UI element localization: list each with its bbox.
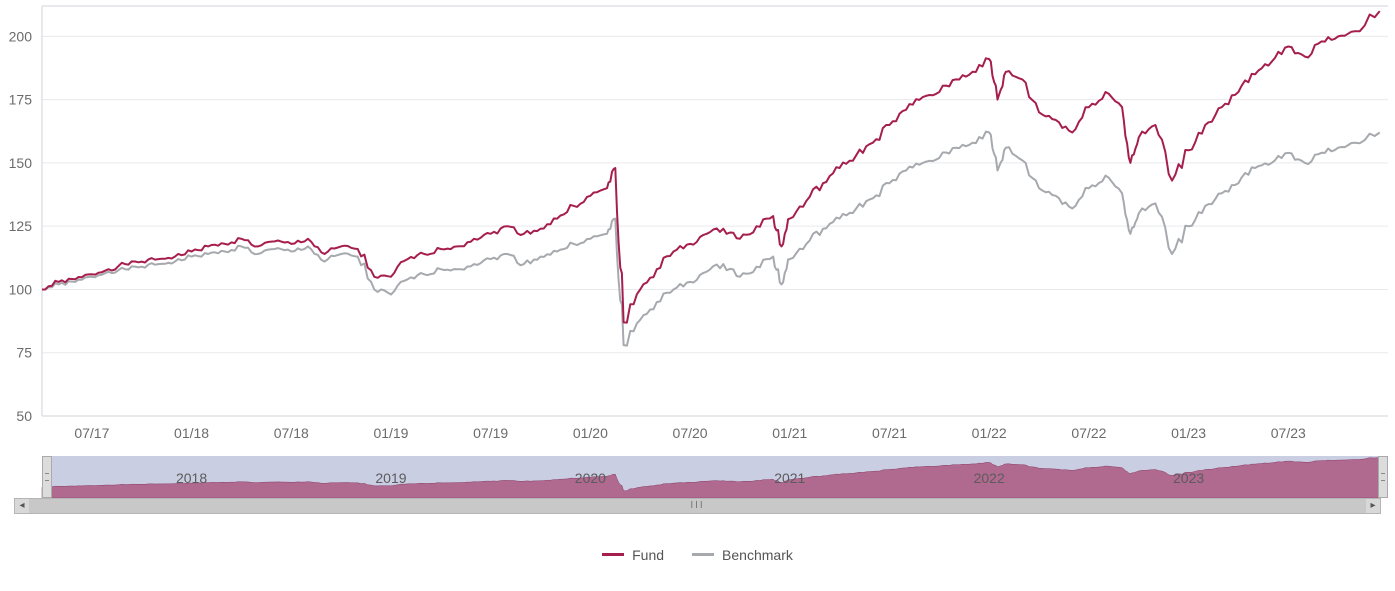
navigator-area[interactable]: 2018 2019 2020 2021 2022 2023 bbox=[0, 456, 1395, 498]
x-tick-label: 07/22 bbox=[1071, 425, 1106, 441]
y-tick-label: 150 bbox=[9, 155, 33, 171]
y-tick-label: 50 bbox=[16, 408, 32, 424]
x-tick-label: 07/23 bbox=[1271, 425, 1306, 441]
legend-label: Benchmark bbox=[722, 547, 793, 563]
y-tick-label: 175 bbox=[9, 92, 33, 108]
legend-item-fund[interactable]: Fund bbox=[602, 547, 664, 563]
y-tick-label: 200 bbox=[9, 28, 33, 44]
legend-label: Fund bbox=[632, 547, 664, 563]
navigator-year-label: 2018 bbox=[176, 470, 207, 486]
y-tick-label: 75 bbox=[16, 345, 32, 361]
range-navigator[interactable]: 2018 2019 2020 2021 2022 2023 ◂ ▸ III bbox=[0, 456, 1395, 514]
scroll-left-icon[interactable]: ◂ bbox=[15, 499, 29, 513]
navigator-handle-right[interactable] bbox=[1378, 456, 1388, 498]
navigator-year-label: 2021 bbox=[774, 470, 805, 486]
x-tick-label: 07/17 bbox=[74, 425, 109, 441]
x-tick-label: 07/20 bbox=[673, 425, 708, 441]
legend-item-benchmark[interactable]: Benchmark bbox=[692, 547, 793, 563]
chart-legend: Fund Benchmark bbox=[0, 543, 1395, 563]
legend-swatch-icon bbox=[692, 553, 714, 556]
performance-line-chart[interactable]: 50 75 100 125 150 175 200 07/17 01/18 07/18 01/19 0… bbox=[0, 0, 1395, 445]
navigator-year-label: 2023 bbox=[1173, 470, 1204, 486]
y-tick-label: 125 bbox=[9, 218, 33, 234]
navigator-year-label: 2022 bbox=[974, 470, 1005, 486]
navigator-handle-left[interactable] bbox=[42, 456, 52, 498]
y-tick-label: 100 bbox=[9, 281, 33, 297]
legend-swatch-icon bbox=[602, 553, 624, 556]
series-fund bbox=[42, 11, 1380, 323]
x-tick-label: 01/21 bbox=[772, 425, 807, 441]
scrollbar-grip-icon: III bbox=[690, 499, 704, 513]
scroll-right-icon[interactable]: ▸ bbox=[1366, 499, 1380, 513]
x-tick-label: 07/21 bbox=[872, 425, 907, 441]
navigator-year-label: 2019 bbox=[375, 470, 406, 486]
navigator-scrollbar[interactable]: ◂ ▸ III bbox=[14, 498, 1381, 514]
x-tick-label: 01/23 bbox=[1171, 425, 1206, 441]
x-tick-label: 01/22 bbox=[972, 425, 1007, 441]
x-tick-label: 01/19 bbox=[373, 425, 408, 441]
x-tick-label: 07/19 bbox=[473, 425, 508, 441]
x-tick-label: 01/18 bbox=[174, 425, 209, 441]
navigator-year-label: 2020 bbox=[575, 470, 606, 486]
x-tick-label: 07/18 bbox=[274, 425, 309, 441]
x-tick-label: 01/20 bbox=[573, 425, 608, 441]
